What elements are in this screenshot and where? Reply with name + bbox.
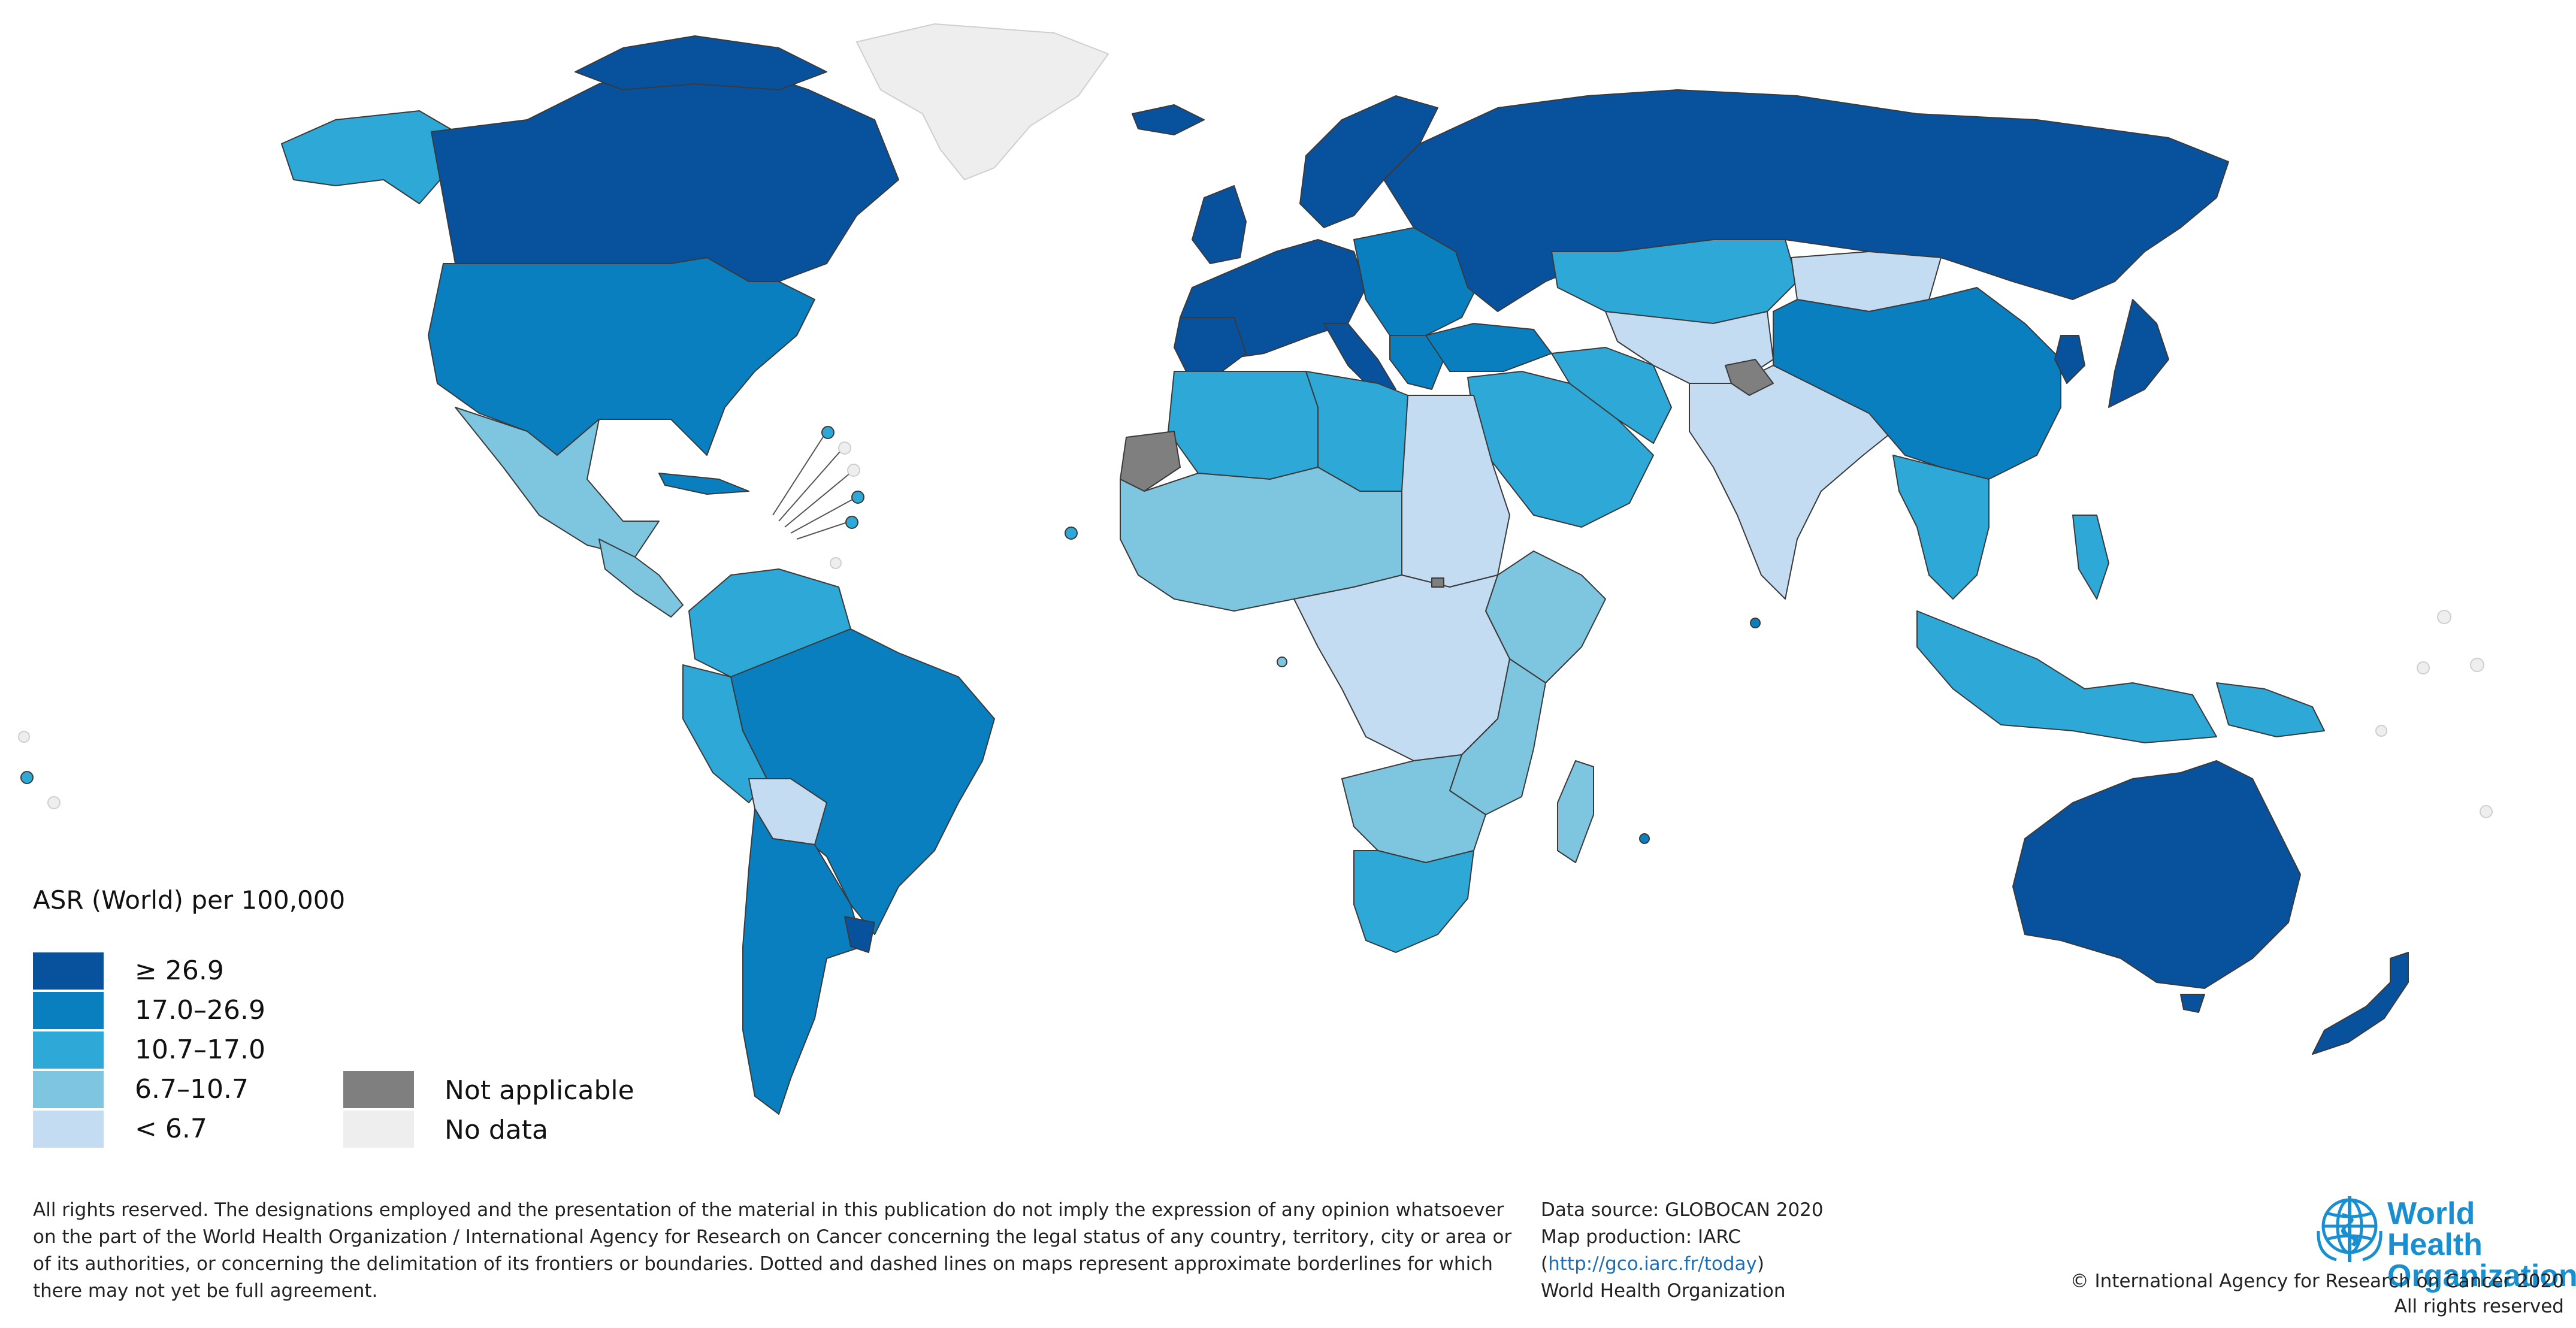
region-pacific-island-3 [2437, 610, 2451, 624]
region-canada-arctic-islands [575, 35, 827, 90]
region-south-africa [1353, 850, 1474, 953]
source-link-line: (http://gco.iarc.fr/today) [1541, 1253, 1764, 1275]
region-southern-africa-north [1341, 754, 1486, 863]
region-argentina-chile [742, 808, 863, 1115]
region-new-zealand [2312, 952, 2409, 1055]
region-papua-new-guinea [2216, 682, 2325, 737]
legend-label-1: ≥ 26.9 [135, 955, 224, 986]
region-kazakhstan [1551, 239, 1798, 324]
region-australia [2012, 760, 2301, 989]
who-wordmark-line2: Organization [2387, 1259, 2576, 1293]
legend-swatch-1 [33, 952, 104, 990]
region-sao-tome [1277, 657, 1287, 667]
region-abyei [1431, 577, 1444, 588]
disclaimer-text: All rights reserved. The designations em… [33, 1199, 1512, 1302]
region-cabo-verde [1065, 527, 1078, 540]
region-mainland-southeast-asia [1892, 455, 1990, 600]
legend-swatch-2 [33, 992, 104, 1029]
legend-swatch-3 [33, 1031, 104, 1069]
who-wordmark: World Health Organization [2387, 1198, 2576, 1291]
region-cuba [658, 473, 749, 495]
region-uruguay [844, 916, 875, 953]
legend-swatch-not-applicable [343, 1071, 414, 1108]
region-maldives [1750, 618, 1761, 628]
region-caribbean-island-5 [845, 516, 858, 529]
region-tasmania [2180, 994, 2205, 1013]
copyright-line: © International Agency for Research on C… [2070, 1270, 2564, 1292]
region-alaska [281, 110, 456, 204]
region-iran [1551, 347, 1672, 444]
region-pacific-island-1 [47, 796, 61, 809]
region-hawaii [20, 771, 34, 784]
region-uk-ireland [1192, 185, 1247, 264]
organization-line: World Health Organization [1541, 1280, 1786, 1302]
legend-swatch-no-data [343, 1111, 414, 1148]
rights-line: All rights reserved [2394, 1296, 2564, 1317]
region-china [1773, 287, 2061, 480]
region-north-africa-west [1168, 371, 1319, 480]
region-caribbean-island-2 [838, 441, 851, 455]
region-pacific-island-5 [2417, 661, 2430, 674]
data-source-line: Data source: GLOBOCAN 2020 [1541, 1199, 1824, 1221]
region-pacific-island-2 [18, 731, 30, 743]
region-caribbean-island-4 [851, 491, 864, 504]
who-wordmark-line1: World Health [2387, 1196, 2483, 1262]
region-philippines [2072, 515, 2109, 600]
legend-label-2: 17.0–26.9 [135, 995, 265, 1026]
copyright-block: © International Agency for Research on C… [2070, 1269, 2564, 1319]
legend-label-4: 6.7–10.7 [135, 1074, 249, 1105]
region-madagascar [1557, 760, 1594, 863]
region-indonesia [1916, 610, 2217, 743]
region-italy [1323, 323, 1396, 396]
region-kashmir [1725, 359, 1774, 396]
region-iberia [1174, 317, 1247, 372]
region-pacific-island-6 [2480, 805, 2493, 818]
region-japan [2108, 299, 2169, 408]
region-turkey [1425, 323, 1552, 372]
caribbean-callout-lines [772, 431, 857, 540]
who-emblem-icon [2317, 1196, 2383, 1262]
map-production-line: Map production: IARC [1541, 1226, 1741, 1248]
region-pacific-island-7 [2375, 725, 2387, 737]
legend-label-not-applicable: Not applicable [445, 1075, 634, 1106]
region-western-sahara [1120, 431, 1181, 492]
region-usa [428, 257, 815, 456]
region-caribbean-island-3 [847, 464, 860, 477]
legend-label-3: 10.7–17.0 [135, 1034, 265, 1065]
region-central-america [598, 539, 684, 618]
region-central-africa [1293, 574, 1510, 761]
region-caribbean-island-6 [830, 557, 842, 569]
region-caribbean-island-1 [821, 426, 835, 439]
data-source-block: Data source: GLOBOCAN 2020 Map productio… [1541, 1197, 1876, 1305]
region-korea [2054, 335, 2085, 384]
legend-label-5: < 6.7 [135, 1114, 207, 1144]
region-scandinavia [1299, 95, 1438, 228]
region-mexico [455, 407, 660, 558]
source-link[interactable]: http://gco.iarc.fr/today [1548, 1253, 1757, 1275]
region-mauritius [1639, 833, 1650, 844]
legend-swatch-4 [33, 1071, 104, 1108]
region-greenland [856, 23, 1109, 180]
legend-swatch-5 [33, 1111, 104, 1148]
legend-title: ASR (World) per 100,000 [33, 885, 346, 915]
legend-label-no-data: No data [445, 1115, 548, 1145]
region-iceland [1132, 104, 1205, 135]
region-canada [431, 65, 899, 282]
region-pacific-island-4 [2470, 658, 2484, 672]
